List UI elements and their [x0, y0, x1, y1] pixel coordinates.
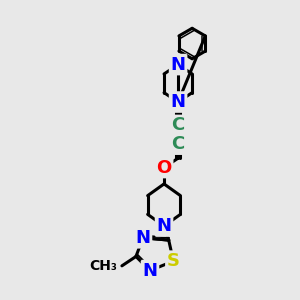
- Text: N: N: [171, 56, 186, 74]
- Text: N: N: [142, 262, 158, 280]
- Text: CH₃: CH₃: [89, 259, 117, 273]
- Text: N: N: [171, 93, 186, 111]
- Text: N: N: [157, 217, 172, 235]
- Text: O: O: [156, 159, 172, 177]
- Text: N: N: [136, 229, 151, 247]
- Text: C: C: [172, 116, 185, 134]
- Text: C: C: [172, 135, 185, 153]
- Text: S: S: [167, 252, 180, 270]
